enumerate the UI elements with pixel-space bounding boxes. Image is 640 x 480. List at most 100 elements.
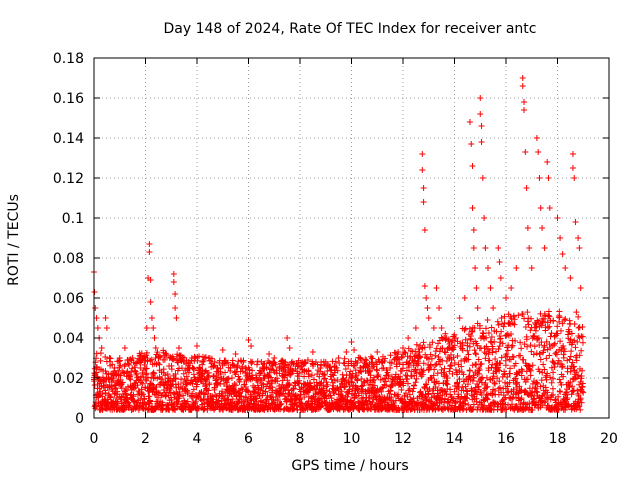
roti-point bbox=[137, 365, 144, 371]
roti-point bbox=[147, 299, 154, 305]
roti-point bbox=[333, 364, 340, 371]
roti-point bbox=[485, 351, 492, 358]
roti-point bbox=[374, 349, 381, 355]
roti-point bbox=[562, 265, 569, 271]
roti-point bbox=[148, 356, 155, 363]
roti-point bbox=[297, 399, 304, 406]
roti-point bbox=[170, 279, 177, 285]
roti-point bbox=[468, 141, 475, 147]
roti-point bbox=[559, 320, 566, 327]
roti-point bbox=[503, 351, 510, 358]
roti-point bbox=[469, 328, 476, 335]
roti-point bbox=[460, 371, 467, 378]
roti-point bbox=[147, 357, 154, 364]
roti-point bbox=[555, 393, 562, 400]
roti-point bbox=[152, 345, 159, 351]
roti-point bbox=[572, 219, 579, 225]
roti-point bbox=[569, 359, 576, 366]
roti-point bbox=[278, 400, 285, 407]
roti-point bbox=[576, 403, 583, 410]
roti-point bbox=[136, 403, 143, 410]
roti-point bbox=[341, 355, 348, 362]
roti-point bbox=[504, 347, 511, 354]
roti-point bbox=[402, 349, 409, 356]
roti-point bbox=[432, 406, 439, 413]
roti-point bbox=[143, 377, 150, 384]
roti-point bbox=[173, 315, 180, 321]
roti-point bbox=[332, 358, 339, 365]
roti-point bbox=[574, 338, 581, 345]
roti-point bbox=[491, 379, 498, 386]
roti-point bbox=[516, 383, 523, 390]
roti-point bbox=[393, 363, 400, 370]
roti-point bbox=[540, 347, 547, 354]
roti-point bbox=[557, 235, 564, 241]
roti-point bbox=[297, 365, 303, 371]
roti-point bbox=[498, 354, 505, 361]
roti-point bbox=[387, 352, 394, 359]
roti-point bbox=[436, 305, 443, 311]
roti-point bbox=[304, 357, 311, 364]
roti-point bbox=[469, 377, 476, 384]
roti-point bbox=[205, 373, 212, 380]
roti-point bbox=[518, 345, 525, 352]
roti-point bbox=[360, 364, 367, 371]
roti-point bbox=[575, 313, 582, 320]
roti-point bbox=[349, 374, 356, 381]
roti-point bbox=[334, 367, 341, 374]
roti-point bbox=[444, 381, 451, 388]
roti-point bbox=[563, 391, 570, 398]
roti-point bbox=[262, 396, 269, 403]
roti-point bbox=[94, 325, 101, 331]
roti-point bbox=[417, 354, 424, 361]
roti-point bbox=[478, 360, 485, 367]
roti-point bbox=[114, 388, 121, 395]
roti-point bbox=[266, 351, 273, 357]
roti-point bbox=[566, 356, 573, 363]
roti-point bbox=[419, 167, 426, 173]
x-axis-label: GPS time / hours bbox=[291, 458, 408, 474]
roti-point bbox=[525, 321, 532, 328]
roti-point bbox=[543, 355, 550, 362]
roti-point bbox=[231, 362, 238, 369]
roti-point bbox=[544, 159, 551, 165]
roti-point bbox=[573, 309, 580, 316]
roti-point bbox=[557, 338, 564, 345]
roti-point bbox=[504, 374, 511, 381]
roti-point bbox=[142, 400, 149, 407]
roti-point bbox=[154, 349, 161, 356]
roti-point bbox=[579, 339, 586, 346]
roti-point bbox=[387, 396, 394, 403]
roti-point bbox=[143, 349, 150, 356]
roti-point bbox=[400, 378, 407, 385]
roti-point bbox=[485, 330, 492, 337]
roti-point bbox=[374, 367, 381, 374]
x-tick-label: 14 bbox=[446, 431, 464, 447]
roti-point bbox=[442, 349, 449, 356]
roti-point bbox=[532, 385, 539, 392]
roti-point bbox=[503, 332, 510, 339]
roti-point bbox=[531, 333, 538, 340]
roti-point bbox=[324, 367, 331, 374]
roti-point bbox=[475, 386, 482, 393]
roti-point bbox=[510, 354, 517, 361]
roti-point bbox=[97, 357, 104, 364]
roti-point bbox=[476, 366, 483, 373]
roti-point bbox=[98, 345, 105, 351]
roti-point bbox=[153, 384, 160, 391]
roti-point bbox=[126, 373, 133, 380]
x-tick-label: 20 bbox=[600, 431, 618, 447]
roti-point bbox=[444, 375, 451, 382]
roti-point bbox=[451, 335, 458, 341]
roti-point bbox=[473, 285, 480, 291]
roti-point bbox=[480, 330, 487, 337]
roti-point bbox=[567, 336, 574, 343]
roti-point bbox=[413, 341, 420, 348]
y-tick-label: 0.18 bbox=[53, 51, 84, 67]
roti-point bbox=[421, 283, 428, 289]
roti-point bbox=[311, 383, 318, 390]
roti-point bbox=[408, 399, 415, 406]
roti-point bbox=[499, 340, 506, 347]
roti-point bbox=[468, 328, 475, 335]
roti-point bbox=[170, 390, 177, 397]
